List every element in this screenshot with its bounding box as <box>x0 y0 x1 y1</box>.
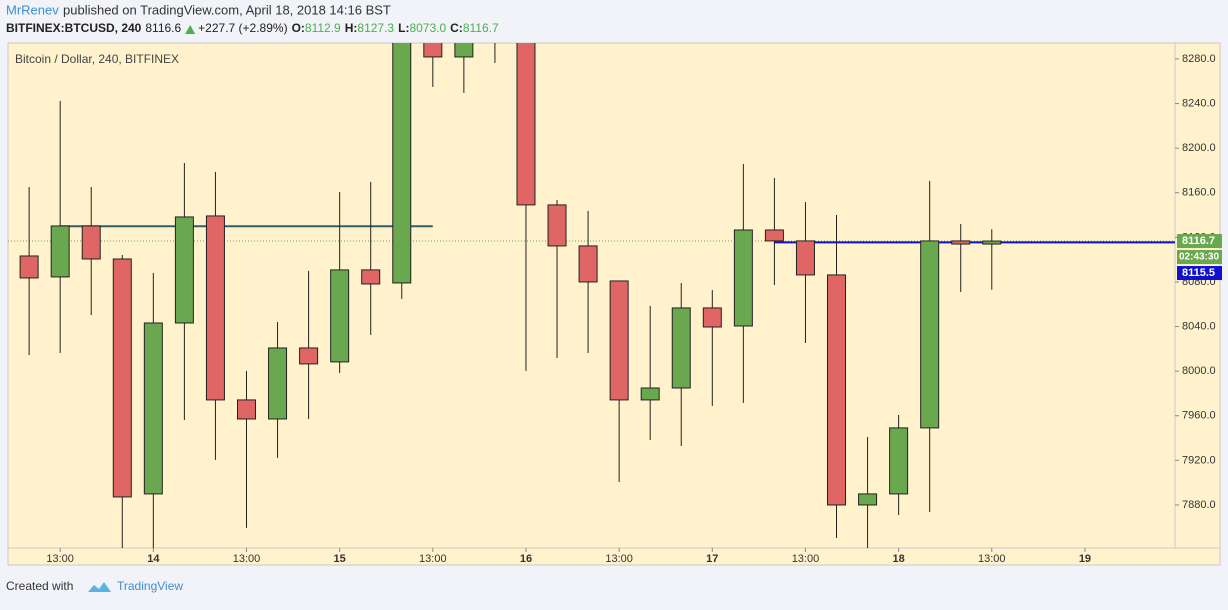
symbol-line: BITFINEX:BTCUSD, 240 8116.6 +227.7 (+2.89%… <box>6 21 499 35</box>
countdown-box <box>1177 250 1222 265</box>
footer-text: Created with <box>6 579 73 593</box>
candle-body <box>392 43 412 284</box>
y-tick-label: 8000.0 <box>1182 365 1216 377</box>
candle-body <box>858 493 878 506</box>
x-tick-label: 19 <box>1079 553 1091 565</box>
line-label-box <box>1177 266 1222 281</box>
ohlc-value: 8116.7 <box>463 21 499 35</box>
x-tick-label: 15 <box>334 553 346 565</box>
line-label: 8115.5 <box>1182 267 1215 279</box>
ohlc-label: C: <box>450 21 463 35</box>
candle-body <box>205 215 225 401</box>
candle-body <box>982 240 1002 245</box>
candle-body <box>236 399 256 420</box>
candle-body <box>951 240 971 245</box>
author: MrRenev <box>6 2 59 17</box>
candle-body <box>764 229 784 242</box>
price-label: 8116.7 <box>1182 235 1215 247</box>
x-tick-label: 14 <box>147 553 160 565</box>
x-tick-label: 13:00 <box>792 553 820 565</box>
x-tick-label: 13:00 <box>605 553 633 565</box>
footer-brand: TradingView <box>117 579 183 593</box>
ohlc-value: 8112.9 <box>305 21 341 35</box>
candle-body <box>578 245 598 283</box>
change: +227.7 (+2.89%) <box>198 21 287 35</box>
y-tick-label: 8280.0 <box>1182 53 1216 65</box>
candle-body <box>330 269 350 363</box>
candle-body <box>299 347 319 365</box>
x-tick-label: 13:00 <box>233 553 261 565</box>
last-price: 8116.6 <box>145 21 181 35</box>
y-tick-label: 8040.0 <box>1182 320 1216 332</box>
countdown: 02:43:30 <box>1179 252 1219 263</box>
candle-body <box>143 322 163 495</box>
price-label-box <box>1177 234 1222 249</box>
candle-body <box>19 255 39 279</box>
x-axis <box>7 547 1221 566</box>
candle-body <box>268 347 288 420</box>
x-tick-label: 18 <box>892 553 904 565</box>
ohlc-label: O: <box>292 21 305 35</box>
candle-body <box>920 240 940 429</box>
x-tick-label: 16 <box>520 553 532 565</box>
candle-body <box>795 240 815 276</box>
candle-body <box>454 43 474 58</box>
logo <box>88 582 111 592</box>
published: published on TradingView.com, April 18, … <box>63 2 391 17</box>
candle-body <box>81 225 101 260</box>
ohlc-label: H: <box>345 21 358 35</box>
ohlc-value: 8073.0 <box>409 21 446 35</box>
candle-body <box>827 274 847 506</box>
candle-body <box>174 216 194 324</box>
candle-body <box>361 269 381 285</box>
y-tick-label: 7920.0 <box>1182 454 1216 466</box>
candle-body <box>547 204 567 247</box>
candle-body <box>640 387 660 401</box>
x-tick-label: 13:00 <box>419 553 447 565</box>
y-tick-label: 7880.0 <box>1182 499 1216 511</box>
candle-body <box>423 43 443 58</box>
x-tick-label: 13:00 <box>46 553 74 565</box>
candle-body <box>733 229 753 327</box>
candle-body <box>671 307 691 389</box>
x-tick-label: 13:00 <box>978 553 1006 565</box>
candle-body <box>516 43 536 206</box>
y-tick-label: 8160.0 <box>1182 187 1216 199</box>
y-tick-label: 8200.0 <box>1182 142 1216 154</box>
candle-body <box>50 225 70 278</box>
symbol: BITFINEX:BTCUSD, 240 <box>6 21 142 35</box>
candle-body <box>889 427 909 495</box>
x-tick-label: 17 <box>706 553 718 565</box>
chart-title: Bitcoin / Dollar, 240, BITFINEX <box>15 52 179 66</box>
y-tick-label: 7960.0 <box>1182 410 1216 422</box>
candle-body <box>112 258 132 498</box>
candle-body <box>702 307 722 328</box>
ohlc-value: 8127.3 <box>357 21 394 35</box>
candle-body <box>609 280 629 401</box>
up-arrow <box>185 25 196 34</box>
y-tick-label: 8240.0 <box>1182 97 1216 109</box>
ohlc-label: L: <box>398 21 409 35</box>
